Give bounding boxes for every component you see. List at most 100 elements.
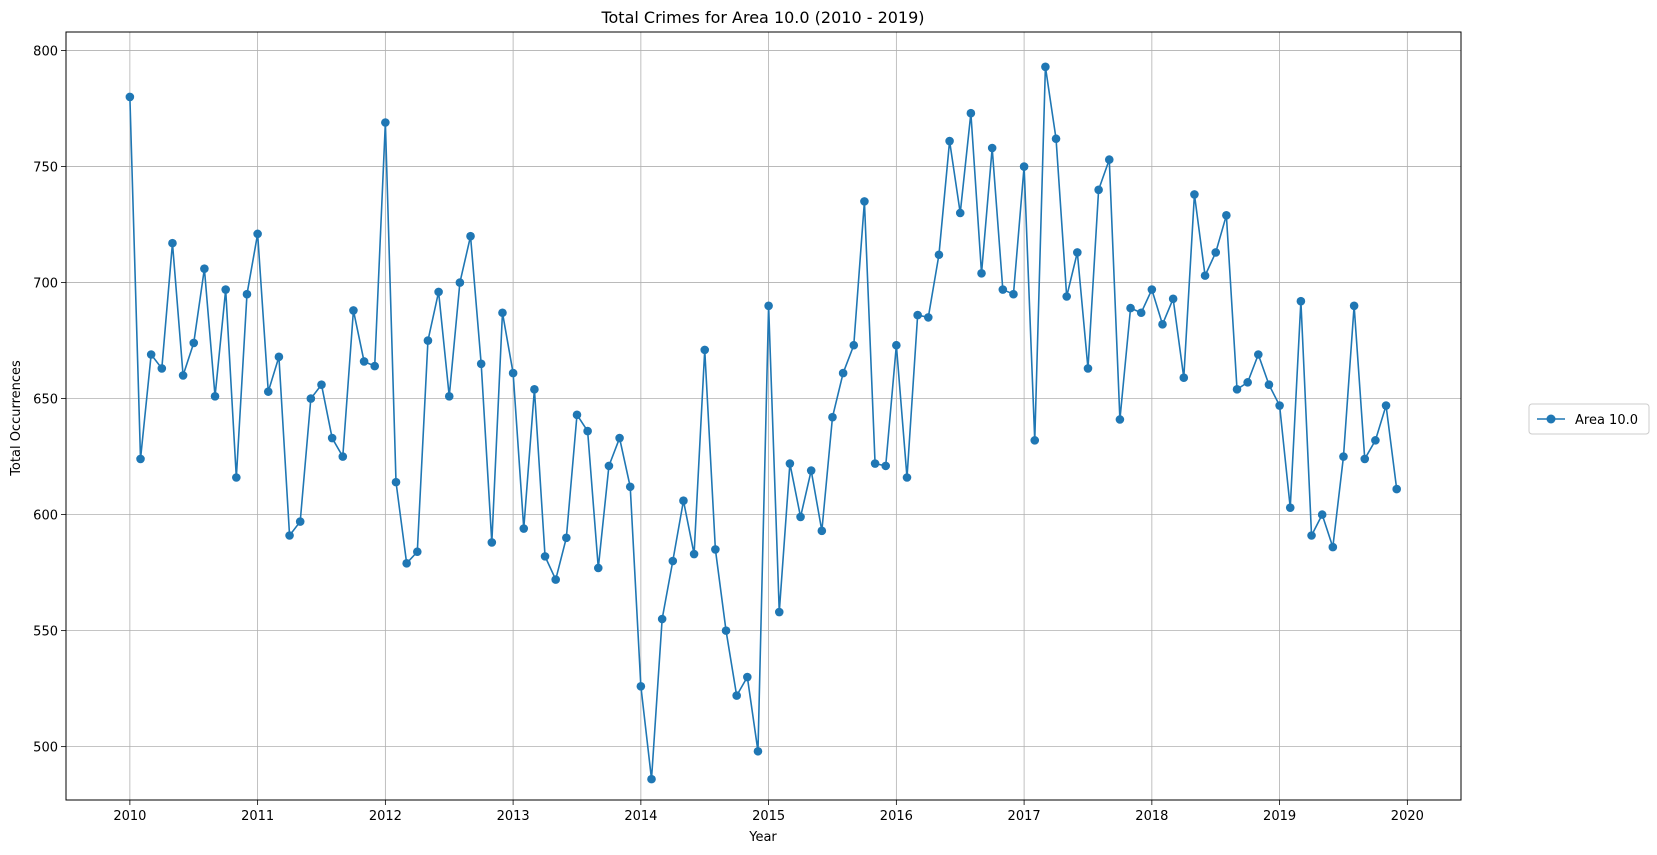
data-point	[295, 517, 305, 526]
data-point	[1317, 510, 1327, 519]
plot-frame	[65, 31, 1462, 801]
data-point	[370, 361, 380, 371]
data-point	[1328, 542, 1338, 552]
data-point	[1285, 503, 1295, 512]
grid-lines	[66, 32, 1461, 800]
data-point	[647, 774, 656, 784]
x-tick-label: 2012	[369, 809, 402, 824]
data-point	[945, 136, 954, 146]
y-tick-label: 700	[33, 277, 58, 292]
data-point	[519, 524, 529, 533]
data-point	[1190, 190, 1199, 199]
data-point	[1104, 155, 1114, 164]
data-point	[391, 477, 401, 487]
data-point	[615, 433, 624, 443]
data-point	[1030, 436, 1040, 445]
data-point	[785, 459, 795, 468]
data-point	[668, 556, 678, 566]
data-point	[913, 310, 922, 320]
data-point	[1019, 162, 1029, 171]
data-point	[1211, 248, 1221, 257]
data-point	[1296, 296, 1306, 306]
data-point	[157, 364, 167, 373]
legend-label: Area 10.0	[1575, 413, 1638, 428]
data-point	[1360, 454, 1370, 464]
y-tick-label: 550	[33, 625, 58, 640]
chart-title: Total Crimes for Area 10.0 (2010 - 2019)	[600, 8, 924, 27]
data-point	[232, 473, 241, 482]
data-point	[881, 461, 891, 471]
legend-point-marker	[1546, 414, 1556, 424]
x-tick-label: 2020	[1391, 809, 1424, 824]
data-point	[455, 278, 465, 287]
data-point	[1115, 415, 1125, 424]
data-point	[1062, 292, 1071, 301]
data-point	[583, 426, 592, 436]
data-point	[849, 340, 859, 350]
x-tick-label: 2013	[497, 809, 530, 824]
data-point	[860, 197, 869, 206]
data-point	[977, 269, 986, 278]
data-point	[402, 559, 411, 568]
series-line	[129, 66, 1398, 780]
data-point	[1275, 401, 1284, 410]
data-point	[711, 545, 720, 554]
data-point	[189, 338, 199, 348]
data-point	[902, 473, 912, 482]
data-point	[359, 357, 369, 366]
data-point	[1136, 308, 1146, 318]
data-point	[743, 672, 752, 682]
data-point	[774, 607, 784, 617]
data-point	[1009, 289, 1018, 299]
x-tick-label: 2017	[1008, 809, 1041, 824]
legend-box	[1528, 403, 1650, 435]
x-axis-label: Year	[748, 830, 777, 845]
data-point	[146, 350, 156, 359]
data-point	[434, 287, 443, 297]
data-point	[1232, 385, 1242, 394]
data-point	[1168, 294, 1178, 304]
data-point	[1339, 452, 1348, 461]
data-point	[806, 466, 816, 475]
data-point	[562, 533, 571, 543]
data-point	[838, 368, 848, 378]
y-axis-ticks: 500 550 600 650 700 750 800	[33, 45, 66, 756]
data-point	[125, 92, 135, 102]
legend: Area 10.0	[1528, 403, 1650, 435]
data-point	[998, 285, 1008, 294]
data-point	[1147, 285, 1157, 294]
data-point	[1083, 364, 1093, 373]
data-point	[540, 552, 550, 561]
data-point	[221, 285, 230, 294]
data-point	[1243, 378, 1252, 387]
data-point	[828, 412, 837, 422]
data-point	[625, 482, 635, 492]
data-point	[636, 682, 646, 691]
data-point	[253, 229, 262, 239]
data-point	[870, 459, 880, 468]
y-tick-label: 750	[33, 161, 58, 176]
data-point	[551, 575, 560, 584]
data-point	[136, 454, 145, 464]
data-point	[1222, 211, 1231, 220]
data-point	[178, 371, 188, 380]
data-point	[338, 452, 348, 461]
data-point	[317, 380, 326, 389]
x-axis-ticks: 2010 2011 2012 2013 2014 2015 2016 2017 2018 2019…	[113, 800, 1424, 824]
data-point	[210, 391, 220, 401]
x-tick-label: 2015	[752, 809, 785, 824]
data-point	[306, 394, 316, 403]
y-axis-label: Total Occurrences	[9, 360, 24, 477]
data-point	[168, 238, 177, 248]
data-point	[1371, 436, 1380, 445]
data-point	[923, 313, 933, 322]
data-point	[1094, 185, 1103, 195]
data-point	[508, 368, 518, 378]
data-point	[753, 746, 763, 756]
data-point	[327, 433, 337, 443]
data-point	[732, 691, 741, 700]
data-point	[444, 391, 454, 401]
data-point	[764, 301, 773, 311]
data-point	[700, 345, 710, 355]
